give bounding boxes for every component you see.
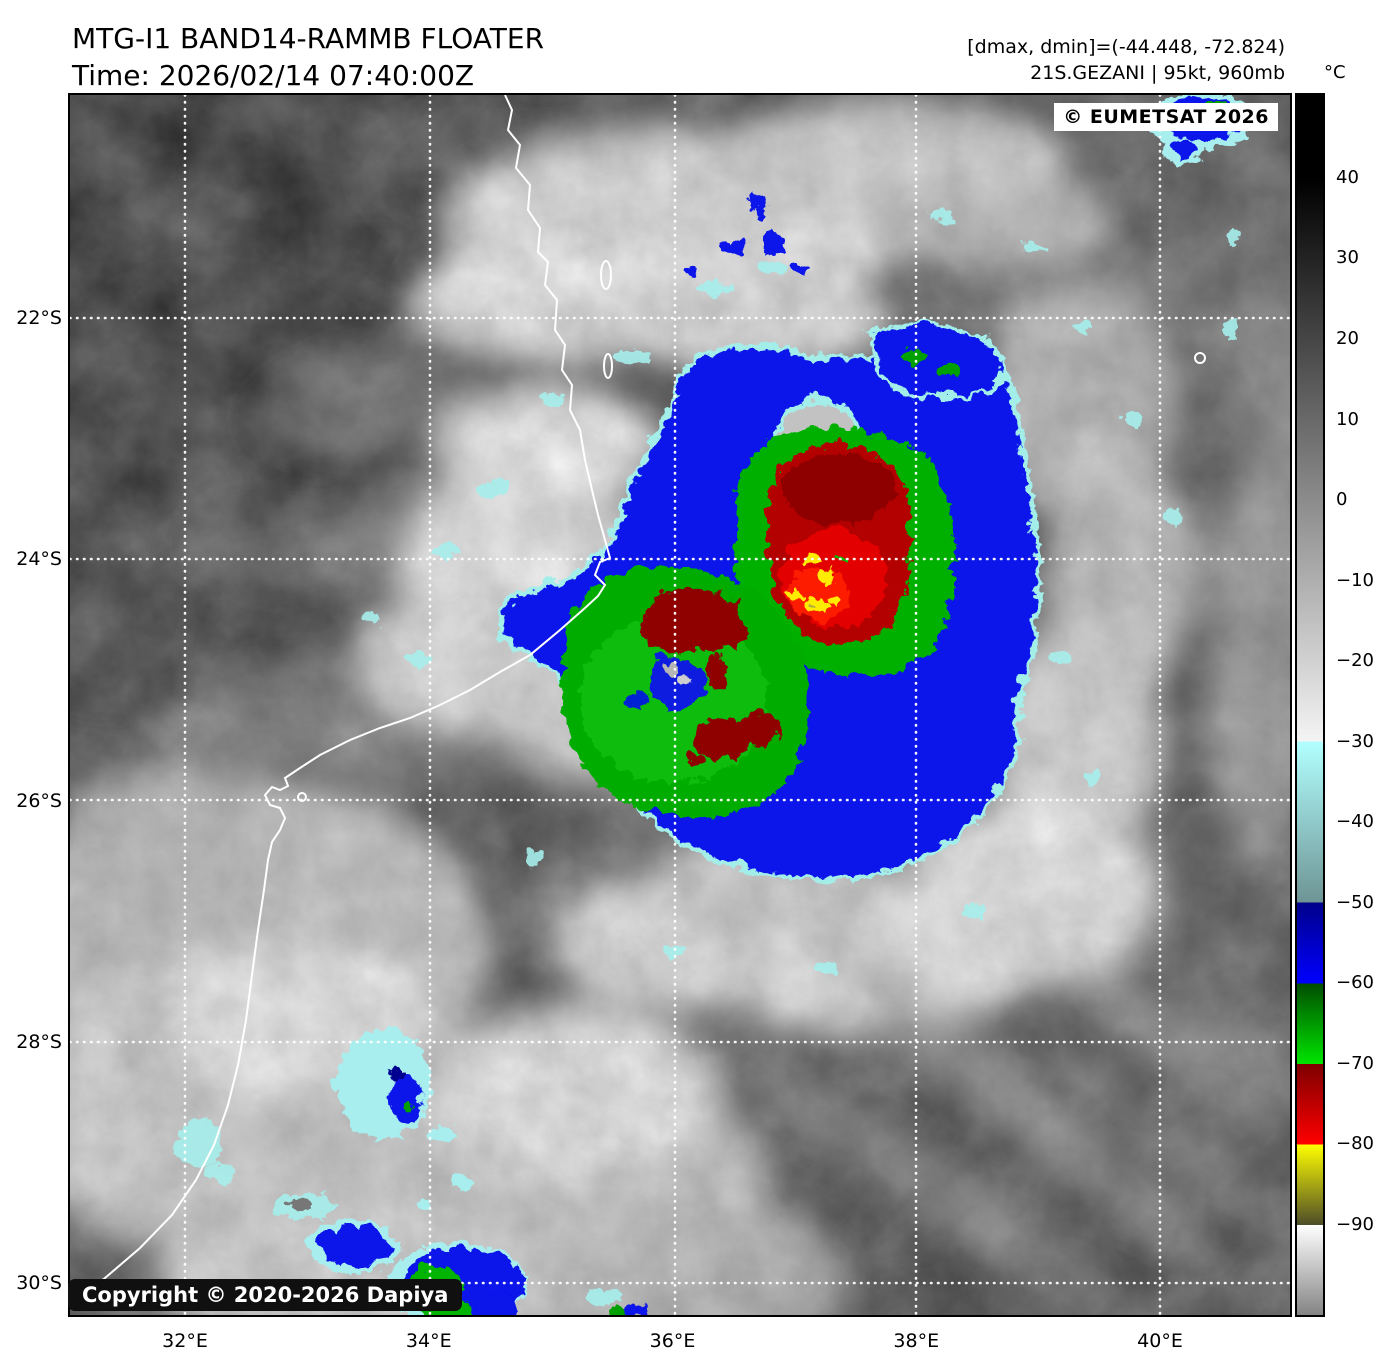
lon-tick-label: 32°E	[162, 1330, 208, 1352]
colorbar-tick: 30	[1336, 247, 1359, 269]
lat-tick-label: 30°S	[16, 1272, 62, 1294]
lower-red-patches	[634, 584, 776, 764]
eye-pixel	[834, 551, 842, 557]
storm-readout: 21S.GEZANI | 95kt, 960mb	[1030, 62, 1285, 84]
island-offshore	[1194, 352, 1206, 364]
satellite-map: © EUMETSAT 2026 Copyright © 2020-2026 Da…	[68, 93, 1292, 1317]
overshooting-tops-yellow	[786, 551, 834, 610]
colorbar-tick: −90	[1336, 1213, 1374, 1235]
copyright-badge: Copyright © 2020-2026 Dapiya	[68, 1279, 463, 1311]
colorbar-tick: 40	[1336, 166, 1359, 188]
temperature-colorbar	[1295, 93, 1325, 1317]
lat-tick-label: 26°S	[16, 789, 62, 812]
lon-tick-label: 36°E	[649, 1330, 696, 1352]
colorbar-tick: −80	[1336, 1133, 1374, 1155]
lat-tick-label: 28°S	[16, 1030, 62, 1053]
colorbar-tick: −10	[1336, 569, 1374, 591]
colorbar-tick: 10	[1336, 408, 1359, 430]
lon-tick-label: 38°E	[893, 1330, 940, 1352]
dmax-dmin-readout: [dmax, dmin]=(-44.448, -72.824)	[967, 36, 1285, 58]
satellite-cells-southwest	[285, 1025, 642, 1315]
colorbar-tick: −40	[1336, 811, 1374, 833]
eumetsat-attribution-badge: © EUMETSAT 2026	[1054, 103, 1278, 131]
colorbar-unit-label: °C	[1324, 62, 1346, 83]
colorbar-tick: −60	[1336, 972, 1374, 994]
island-bazaruto	[600, 260, 612, 290]
colorbar-tick: 0	[1336, 489, 1348, 511]
colorbar-tick: −70	[1336, 1052, 1374, 1074]
lat-tick-label: 24°S	[16, 548, 62, 571]
satellite-imagery	[70, 95, 1290, 1315]
lon-tick-label: 40°E	[1137, 1330, 1183, 1352]
product-time: Time: 2026/02/14 07:40:00Z	[72, 59, 475, 92]
island-south	[603, 353, 613, 379]
colorbar-tick: 20	[1336, 328, 1359, 349]
lat-tick-label: 22°S	[16, 307, 62, 329]
title-block: MTG-I1 BAND14-RAMMB FLOATER Time: 2026/0…	[72, 20, 544, 94]
colorbar-tick: −50	[1336, 891, 1374, 913]
colorbar-tick: −20	[1336, 650, 1374, 672]
graticule	[70, 95, 1290, 1315]
lon-tick-label: 34°E	[405, 1330, 452, 1352]
product-title: MTG-I1 BAND14-RAMMB FLOATER	[72, 22, 545, 55]
info-block: [dmax, dmin]=(-44.448, -72.824) 21S.GEZA…	[967, 34, 1285, 86]
colorbar-tick: −30	[1336, 730, 1374, 752]
